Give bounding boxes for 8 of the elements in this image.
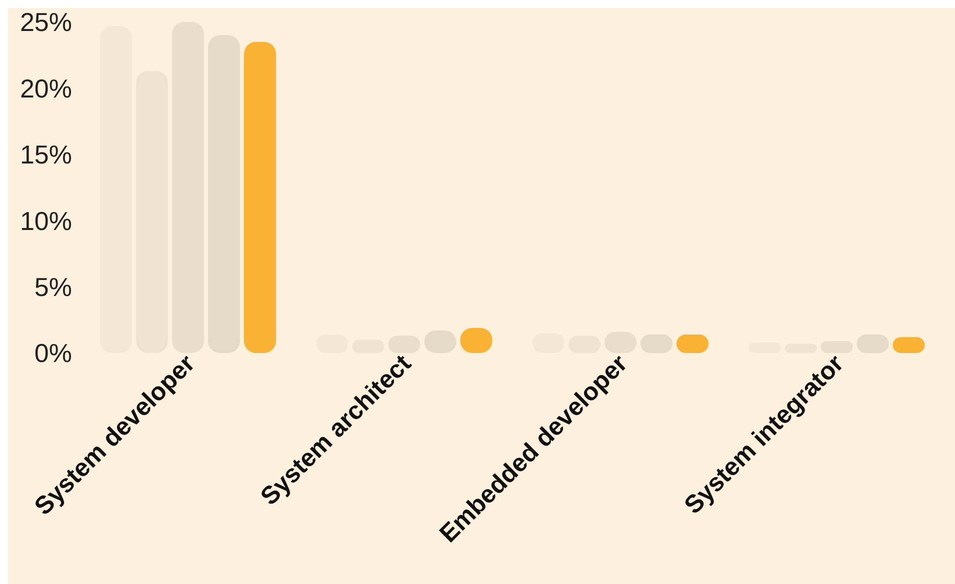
bar <box>208 35 240 353</box>
y-tick-label: 20% <box>20 73 72 104</box>
y-tick-label: 15% <box>20 140 72 170</box>
y-tick-label: 10% <box>20 206 72 236</box>
y-tick-label: 5% <box>34 272 72 302</box>
y-tick-label: 25% <box>20 7 72 38</box>
bar <box>244 42 276 353</box>
y-tick-label: 0% <box>34 338 72 368</box>
